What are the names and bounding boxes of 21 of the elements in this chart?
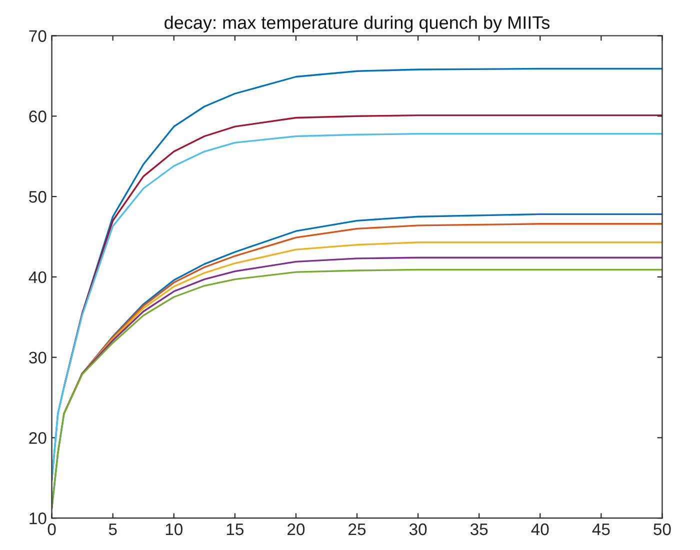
x-tick-label: 30: [409, 523, 427, 536]
x-tick-label: 20: [288, 523, 305, 536]
x-tick-label: 35: [470, 523, 488, 536]
y-tick-label: 30: [29, 352, 46, 364]
line-series: [52, 268, 662, 510]
x-tick-label: 0: [48, 523, 56, 536]
y-tick-label: 70: [29, 30, 46, 42]
chart-title: decay: max temperature during quench by MIITs: [164, 16, 550, 33]
x-tick-label: 10: [166, 523, 182, 536]
y-tick-label: 40: [28, 271, 46, 284]
x-tick-label: 50: [654, 523, 671, 536]
y-tick-label: 60: [29, 110, 46, 122]
x-tick-label: 5: [108, 524, 117, 536]
y-tick-label: 10: [30, 512, 46, 524]
line-series: [52, 132, 662, 482]
x-tick-label: 25: [348, 523, 366, 536]
x-tick-label: 45: [592, 524, 610, 536]
x-tick-label: 40: [531, 523, 549, 536]
x-tick-label: 15: [226, 524, 244, 536]
y-tick-label: 50: [29, 190, 46, 203]
y-tick-label: 20: [29, 432, 46, 444]
